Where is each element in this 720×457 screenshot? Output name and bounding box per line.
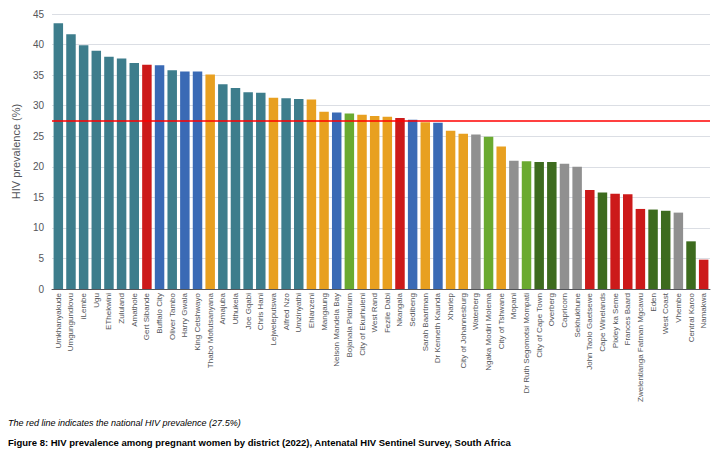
svg-text:5: 5 xyxy=(38,253,44,264)
svg-text:Cape Winelands: Cape Winelands xyxy=(598,293,607,352)
svg-text:Uthukela: Uthukela xyxy=(231,292,240,324)
svg-text:Mangaung: Mangaung xyxy=(320,293,329,331)
svg-text:HIV prevalence (%): HIV prevalence (%) xyxy=(10,104,22,199)
svg-text:25: 25 xyxy=(33,131,45,142)
svg-text:Capricorn: Capricorn xyxy=(560,293,569,328)
svg-text:City of Johannesburg: City of Johannesburg xyxy=(459,293,468,369)
svg-text:Pixley ka Seme: Pixley ka Seme xyxy=(611,292,620,348)
svg-text:Vhembe: Vhembe xyxy=(674,292,683,322)
svg-text:Amajuba: Amajuba xyxy=(218,292,227,324)
svg-text:Amathole: Amathole xyxy=(130,292,139,326)
svg-text:0: 0 xyxy=(38,284,44,295)
svg-text:Zwelentlanga Fatman Mgcawu: Zwelentlanga Fatman Mgcawu xyxy=(636,293,645,402)
svg-text:Alfred Nzo: Alfred Nzo xyxy=(282,292,291,330)
svg-text:John Taolo Gaetsewe: John Taolo Gaetsewe xyxy=(585,292,594,369)
svg-text:iLembe: iLembe xyxy=(79,292,88,319)
svg-text:Mopani: Mopani xyxy=(509,293,518,319)
svg-text:Namakwa: Namakwa xyxy=(699,292,708,328)
svg-text:Oliver Tambo: Oliver Tambo xyxy=(168,292,177,340)
svg-text:Bojanala Platinum: Bojanala Platinum xyxy=(345,293,354,358)
svg-text:Ngaka Modiri Molema: Ngaka Modiri Molema xyxy=(484,292,493,370)
svg-text:King Cetshwayo: King Cetshwayo xyxy=(193,292,202,350)
svg-text:West Rand: West Rand xyxy=(370,293,379,332)
svg-text:Ugu: Ugu xyxy=(92,293,101,308)
svg-text:EThekwini: EThekwini xyxy=(104,293,113,330)
svg-text:Chris Hani: Chris Hani xyxy=(256,293,265,331)
svg-text:Dr Ruth Segomotsi Mompati: Dr Ruth Segomotsi Mompati xyxy=(522,293,531,394)
svg-text:Overberg: Overberg xyxy=(547,293,556,326)
svg-text:Umzinyathi: Umzinyathi xyxy=(294,293,303,333)
svg-text:30: 30 xyxy=(33,100,45,111)
svg-text:City of Tshwane: City of Tshwane xyxy=(497,292,506,349)
svg-text:Figure 8: HIV prevalence among: Figure 8: HIV prevalence among pregnant … xyxy=(8,437,511,448)
svg-text:10: 10 xyxy=(33,222,45,233)
svg-text:Frances Baard: Frances Baard xyxy=(623,293,632,345)
svg-text:Thabo Mofutsanyana: Thabo Mofutsanyana xyxy=(206,292,215,368)
svg-text:40: 40 xyxy=(33,39,45,50)
svg-text:Sedibeng: Sedibeng xyxy=(408,293,417,327)
svg-text:Ehlanzeni: Ehlanzeni xyxy=(307,293,316,328)
svg-text:20: 20 xyxy=(33,161,45,172)
svg-text:15: 15 xyxy=(33,192,45,203)
svg-text:Harry Gwala: Harry Gwala xyxy=(180,292,189,337)
svg-text:Zululand: Zululand xyxy=(117,293,126,324)
svg-text:Sarah Baartman: Sarah Baartman xyxy=(421,293,430,351)
svg-text:City of Cape Town: City of Cape Town xyxy=(535,293,544,358)
svg-text:West Coast: West Coast xyxy=(661,292,670,334)
svg-text:35: 35 xyxy=(33,70,45,81)
svg-text:The red line indicates the nat: The red line indicates the national HIV … xyxy=(8,418,241,428)
svg-text:Nkangala: Nkangala xyxy=(395,292,404,326)
svg-text:Umkhanyakude: Umkhanyakude xyxy=(54,292,63,348)
svg-text:Sekhukhune: Sekhukhune xyxy=(573,292,582,337)
svg-text:Joe Gqabi: Joe Gqabi xyxy=(244,293,253,330)
svg-text:Lejweleputswa: Lejweleputswa xyxy=(269,292,278,345)
svg-text:Nelson Mandela Bay: Nelson Mandela Bay xyxy=(332,293,341,367)
svg-text:Xhariep: Xhariep xyxy=(446,292,455,320)
svg-text:City of Ekurhuleni: City of Ekurhuleni xyxy=(358,293,367,356)
svg-text:45: 45 xyxy=(33,9,45,20)
svg-text:Central Karoo: Central Karoo xyxy=(687,292,696,342)
svg-text:Umgungundlovu: Umgungundlovu xyxy=(66,293,75,351)
svg-text:Eden: Eden xyxy=(649,293,658,312)
svg-text:Buffalo City: Buffalo City xyxy=(155,293,164,334)
svg-text:Dr Kenneth Kaunda: Dr Kenneth Kaunda xyxy=(433,292,442,363)
svg-text:Waterberg: Waterberg xyxy=(471,293,480,330)
svg-text:Gert Sibande: Gert Sibande xyxy=(142,292,151,340)
svg-text:Fezile Dabi: Fezile Dabi xyxy=(383,293,392,333)
